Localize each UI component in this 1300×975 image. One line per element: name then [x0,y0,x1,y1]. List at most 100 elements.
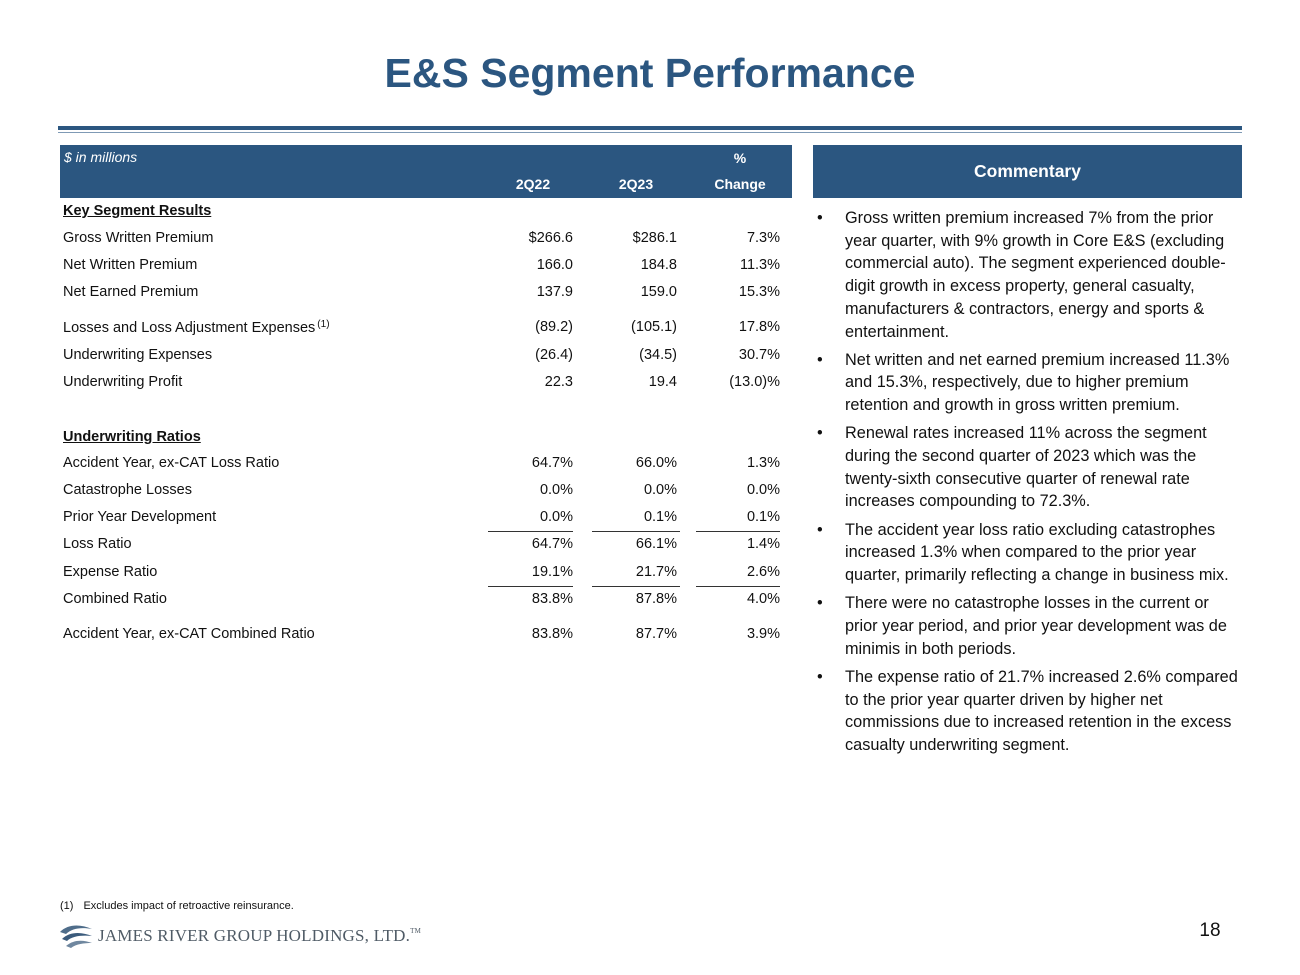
list-item: • Gross written premium increased 7% from… [813,207,1242,343]
cell-change: 1.4% [746,536,780,552]
cell-2q23: 184.8 [640,257,677,273]
subtotal-underline [592,531,680,532]
col-header-pct: % [733,150,747,166]
cell-change: 17.8% [738,319,780,335]
bullet: • [817,424,823,443]
row-label: Net Written Premium [63,257,198,273]
logo-text: JAMES RIVER GROUP HOLDINGS, LTD.TM [98,926,421,946]
cell-change: 2.6% [746,564,780,580]
list-item: • The accident year loss ratio excluding … [813,519,1242,587]
row-label: Underwriting Expenses [63,347,213,363]
section-key-results: Key Segment Results [60,200,792,222]
bullet: • [817,667,823,686]
cell-2q22: $266.6 [528,230,573,246]
cell-change: 15.3% [738,284,780,300]
cell-change: 30.7% [738,347,780,363]
units-label: $ in millions [64,149,138,165]
cell-2q22: 83.8% [531,626,573,642]
table-row: Net Written Premium 166.0 184.8 11.3% [60,254,792,276]
table-row: Underwriting Expenses (26.4) (34.5) 30.7… [60,344,792,366]
row-label: Accident Year, ex-CAT Combined Ratio [63,626,315,642]
subtotal-underline [488,531,573,532]
cell-2q22: 64.7% [531,536,573,552]
table-header: $ in millions 2Q22 2Q23 % Change [60,145,792,198]
col-header-2q23: 2Q23 [618,176,654,192]
cell-2q23: 0.1% [643,509,677,525]
cell-2q23: 0.0% [643,482,677,498]
row-label: Net Earned Premium [63,284,199,300]
row-label: Gross Written Premium [63,230,214,246]
cell-change: 3.9% [746,626,780,642]
col-header-change: Change [714,176,766,192]
footnote: (1) Excludes impact of retroactive reinsu… [60,900,294,912]
page-title: E&S Segment Performance [384,50,916,96]
table-row: Gross Written Premium $266.6 $286.1 7.3% [60,227,792,249]
logo-name: JAMES RIVER GROUP HOLDINGS, LTD. [98,926,411,945]
cell-2q22: 64.7% [531,455,573,471]
commentary-text: Net written and net earned premium incre… [845,350,1230,415]
subtotal-underline [488,586,573,587]
commentary-list: • Gross written premium increased 7% from… [813,207,1242,762]
cell-change: 11.3% [739,257,780,273]
commentary-header: Commentary [813,145,1242,198]
title-rule-thick [58,126,1242,130]
cell-2q22: 19.1% [531,564,573,580]
cell-2q22: 0.0% [539,482,573,498]
table-row: Loss Ratio 64.7% 66.1% 1.4% [60,533,792,555]
river-logo-icon [60,925,92,948]
cell-change: (13.0)% [729,374,780,390]
cell-2q23: 66.1% [635,536,677,552]
row-label: Expense Ratio [63,564,158,580]
page-number: 18 [1199,920,1221,941]
table-row: Expense Ratio 19.1% 21.7% 2.6% [60,561,792,583]
table-row: Combined Ratio 83.8% 87.8% 4.0% [60,588,792,610]
subtotal-underline [696,531,780,532]
table-row: Net Earned Premium 137.9 159.0 15.3% [60,281,792,303]
row-label: Combined Ratio [63,591,167,607]
row-label: Losses and Loss Adjustment Expenses (1) [63,319,330,336]
cell-change: 0.1% [746,509,780,525]
cell-2q22: 83.8% [531,591,573,607]
table-row: Underwriting Profit 22.3 19.4 (13.0)% [60,371,792,393]
commentary-text: Gross written premium increased 7% from … [845,209,1226,341]
row-label: Underwriting Profit [63,374,183,390]
cell-2q23: (105.1) [631,319,677,335]
table-row: Prior Year Development 0.0% 0.1% 0.1% [60,506,792,528]
bullet: • [817,350,823,369]
col-header-2q22: 2Q22 [515,176,551,192]
table-row: Losses and Loss Adjustment Expenses (1) (… [60,316,792,338]
row-label: Catastrophe Losses [63,482,192,498]
subtotal-underline [592,586,680,587]
section-label: Key Segment Results [63,203,212,219]
table-row: Accident Year, ex-CAT Loss Ratio 64.7% 6… [60,452,792,474]
footnote-ref: (1) [317,319,330,330]
table-row: Accident Year, ex-CAT Combined Ratio 83.… [60,623,792,645]
logo-tm: TM [410,927,422,935]
list-item: • Net written and net earned premium incr… [813,349,1242,417]
bullet: • [817,520,823,539]
subtotal-underline [696,586,780,587]
title-rule-thin [58,132,1242,133]
cell-change: 0.0% [746,482,780,498]
cell-2q22: (89.2) [535,319,573,335]
bullet: • [817,594,823,613]
commentary-text: There were no catastrophe losses in the … [845,594,1227,658]
list-item: • There were no catastrophe losses in the… [813,592,1242,660]
footnote-text: Excludes impact of retroactive reinsuran… [83,900,294,912]
cell-2q22: 22.3 [544,374,573,390]
commentary-text: The accident year loss ratio excluding c… [845,520,1229,585]
cell-2q23: 87.7% [635,626,677,642]
row-label-text: Losses and Loss Adjustment Expenses [63,320,316,336]
cell-change: 1.3% [746,455,780,471]
section-label: Underwriting Ratios [63,429,201,445]
cell-2q22: 166.0 [536,257,573,273]
row-label: Prior Year Development [63,509,217,525]
cell-change: 7.3% [746,230,780,246]
bullet: • [817,209,823,227]
cell-2q23: 21.7% [635,564,677,580]
row-label: Accident Year, ex-CAT Loss Ratio [63,455,280,471]
cell-2q23: 87.8% [635,591,677,607]
list-item: • The expense ratio of 21.7% increased 2.… [813,666,1242,757]
section-underwriting-ratios: Underwriting Ratios [60,426,792,448]
cell-change: 4.0% [746,591,780,607]
